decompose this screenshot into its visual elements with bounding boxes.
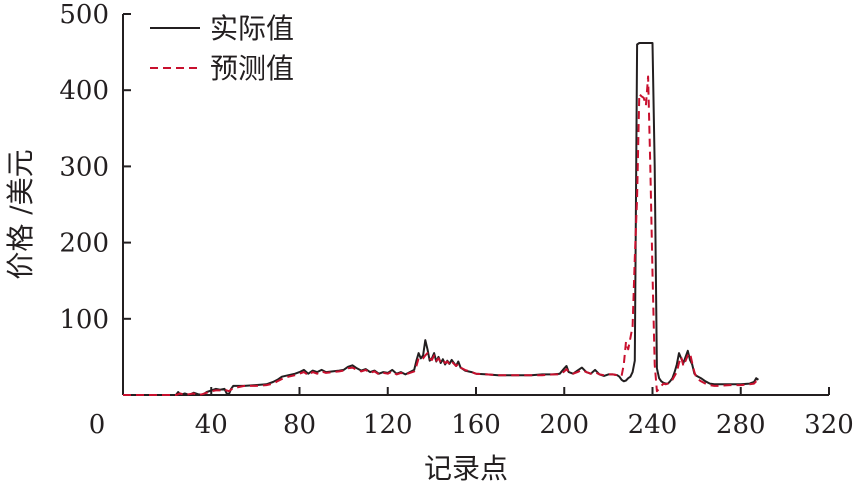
series-line-actual: [123, 42, 759, 396]
y-tick-label-500: 500: [59, 0, 109, 30]
legend-label-predicted: 预测值: [210, 52, 294, 85]
x-tick-label-0: 0: [89, 410, 106, 440]
legend-label-actual: 实际值: [210, 12, 294, 45]
series-line-predicted: [123, 75, 759, 396]
y-tick-label-400: 400: [59, 76, 109, 106]
x-tick-label-40: 40: [195, 410, 228, 440]
x-tick-label-240: 240: [628, 410, 678, 440]
x-tick-label-80: 80: [283, 410, 316, 440]
series-layer: [123, 42, 759, 396]
x-tick-label-120: 120: [363, 410, 413, 440]
y-tick-label-100: 100: [59, 305, 109, 335]
x-tick-label-160: 160: [451, 410, 501, 440]
y-axis-title: 价格 /美元: [4, 149, 37, 279]
x-tick-label-280: 280: [716, 410, 766, 440]
x-axis-title: 记录点: [424, 452, 508, 485]
x-tick-label-200: 200: [539, 410, 589, 440]
y-tick-label-200: 200: [59, 229, 109, 259]
axis-ticks: 0 40 80 120 160 200 240 280 320 100 200 300 400 500: [59, 0, 853, 440]
legend: 实际值 预测值: [150, 12, 294, 85]
x-tick-label-320: 320: [804, 410, 854, 440]
y-tick-label-300: 300: [59, 152, 109, 182]
